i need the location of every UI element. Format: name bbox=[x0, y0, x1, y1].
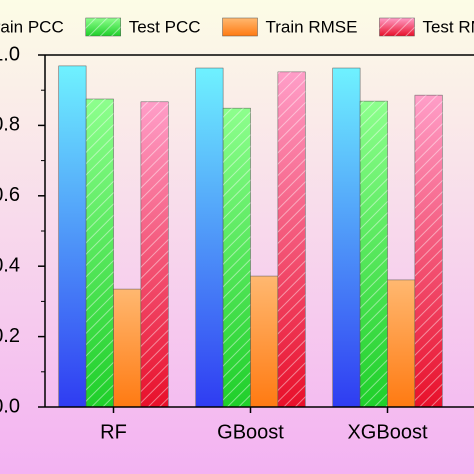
x-tick-label: XGBoost bbox=[347, 421, 427, 443]
bar-hatch bbox=[86, 99, 114, 407]
bar bbox=[332, 67, 361, 408]
y-tick-label: 0.6 bbox=[0, 184, 20, 206]
bar-hatch bbox=[360, 101, 388, 407]
x-tick-label: GBoost bbox=[217, 421, 284, 443]
y-tick-label: 0.2 bbox=[0, 325, 20, 347]
bar-hatch bbox=[414, 95, 443, 408]
x-tick-label: RF bbox=[100, 421, 127, 443]
bar bbox=[58, 65, 87, 408]
bar-hatch bbox=[140, 101, 169, 407]
y-tick-label: 0.4 bbox=[0, 254, 20, 276]
bar bbox=[113, 288, 142, 408]
bar-hatch bbox=[223, 108, 251, 407]
legend-label: Test RMSE bbox=[422, 17, 474, 36]
legend-label: Test PCC bbox=[129, 17, 201, 36]
legend: Train PCC Test PCC Train RMSE Test RMSE bbox=[0, 17, 474, 36]
legend-label: Train RMSE bbox=[266, 17, 358, 36]
legend-hatch bbox=[379, 18, 415, 36]
y-tick-label: 0.0 bbox=[0, 395, 20, 417]
legend-hatch bbox=[85, 18, 121, 36]
bar bbox=[195, 67, 224, 408]
bar bbox=[387, 279, 416, 408]
y-tick-label: 0.8 bbox=[0, 114, 20, 136]
legend-swatch bbox=[222, 17, 258, 37]
bar-hatch bbox=[277, 71, 306, 408]
legend-label: Train PCC bbox=[0, 17, 64, 36]
bar bbox=[250, 275, 279, 408]
y-tick-label: 1.0 bbox=[0, 43, 20, 65]
